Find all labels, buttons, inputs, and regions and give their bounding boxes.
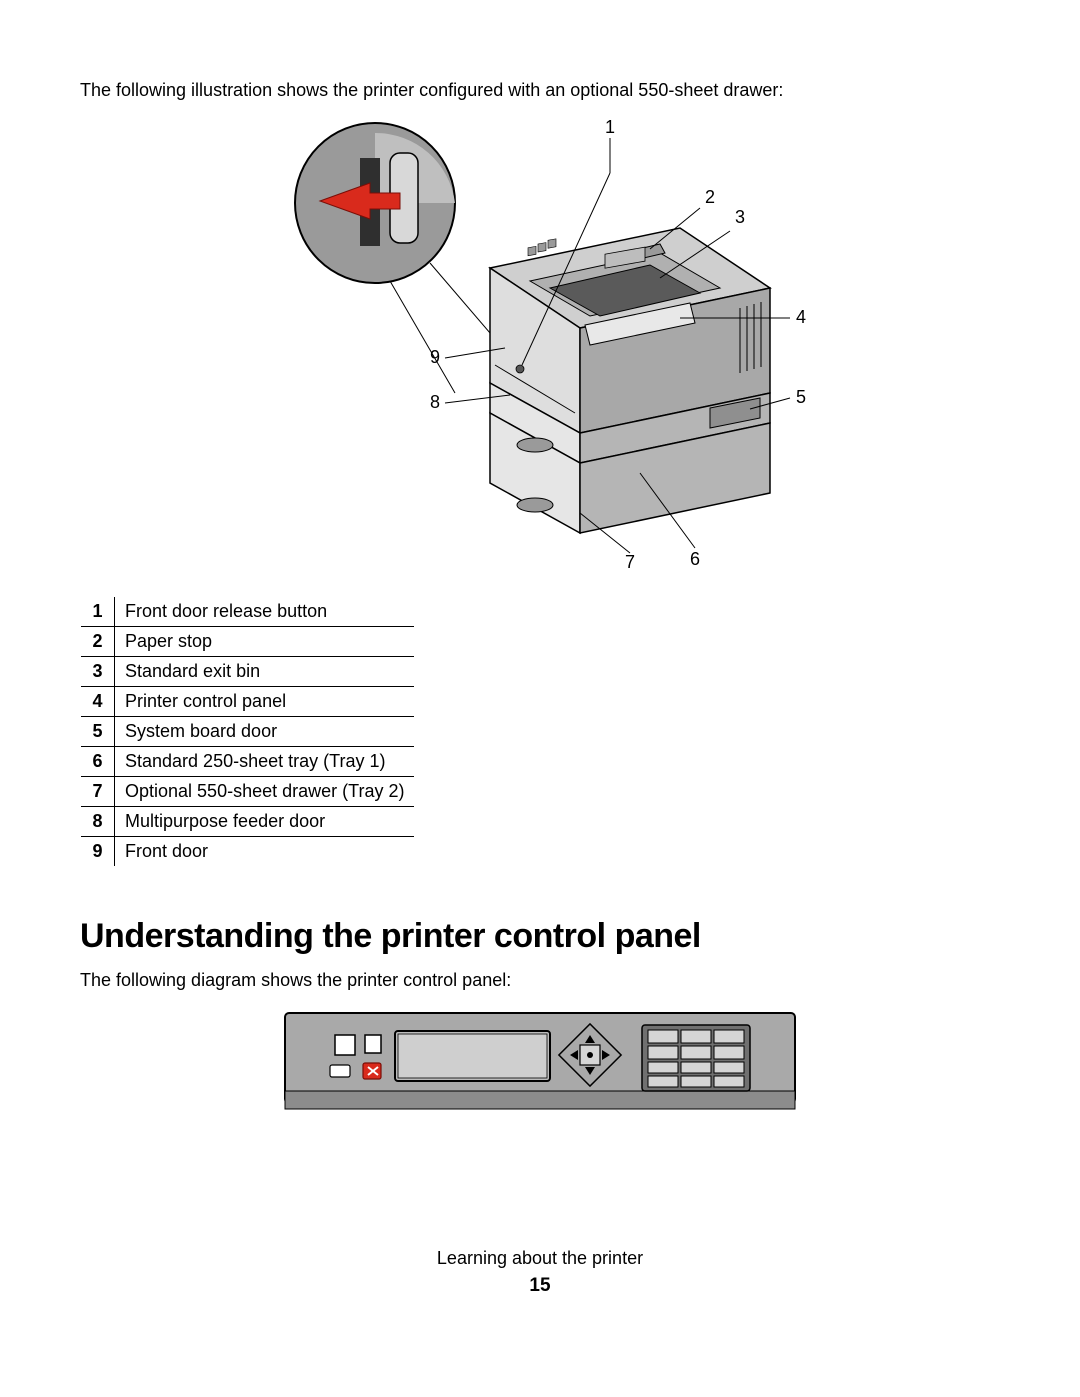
part-label: Standard 250-sheet tray (Tray 1) <box>115 747 415 777</box>
printer-diagram: 1 2 3 4 5 6 7 8 9 <box>80 113 1000 578</box>
section-heading: Understanding the printer control panel <box>80 917 1000 956</box>
parts-table: 1Front door release button2Paper stop3St… <box>80 596 415 867</box>
part-number: 3 <box>81 657 115 687</box>
part-label: Paper stop <box>115 627 415 657</box>
callout-7: 7 <box>625 552 635 572</box>
callout-9: 9 <box>430 347 440 367</box>
part-label: Standard exit bin <box>115 657 415 687</box>
part-label: System board door <box>115 717 415 747</box>
callout-8: 8 <box>430 392 440 412</box>
callout-6: 6 <box>690 549 700 569</box>
callout-1: 1 <box>605 117 615 137</box>
table-row: 7Optional 550-sheet drawer (Tray 2) <box>81 777 415 807</box>
table-row: 9Front door <box>81 837 415 867</box>
table-row: 5System board door <box>81 717 415 747</box>
table-row: 4Printer control panel <box>81 687 415 717</box>
part-number: 8 <box>81 807 115 837</box>
callout-3: 3 <box>735 207 745 227</box>
table-row: 6Standard 250-sheet tray (Tray 1) <box>81 747 415 777</box>
intro-text: The following illustration shows the pri… <box>80 80 1000 101</box>
table-row: 2Paper stop <box>81 627 415 657</box>
part-number: 9 <box>81 837 115 867</box>
callout-5: 5 <box>796 387 806 407</box>
footer-chapter: Learning about the printer <box>80 1248 1000 1269</box>
part-label: Optional 550-sheet drawer (Tray 2) <box>115 777 415 807</box>
callout-2: 2 <box>705 187 715 207</box>
part-number: 4 <box>81 687 115 717</box>
part-number: 2 <box>81 627 115 657</box>
section-intro: The following diagram shows the printer … <box>80 970 1000 991</box>
part-number: 6 <box>81 747 115 777</box>
control-panel-diagram <box>80 1003 1000 1128</box>
table-row: 1Front door release button <box>81 597 415 627</box>
part-label: Printer control panel <box>115 687 415 717</box>
part-label: Multipurpose feeder door <box>115 807 415 837</box>
part-number: 1 <box>81 597 115 627</box>
part-number: 5 <box>81 717 115 747</box>
callout-4: 4 <box>796 307 806 327</box>
part-label: Front door <box>115 837 415 867</box>
part-number: 7 <box>81 777 115 807</box>
table-row: 3Standard exit bin <box>81 657 415 687</box>
part-label: Front door release button <box>115 597 415 627</box>
page-number: 15 <box>80 1275 1000 1297</box>
table-row: 8Multipurpose feeder door <box>81 807 415 837</box>
